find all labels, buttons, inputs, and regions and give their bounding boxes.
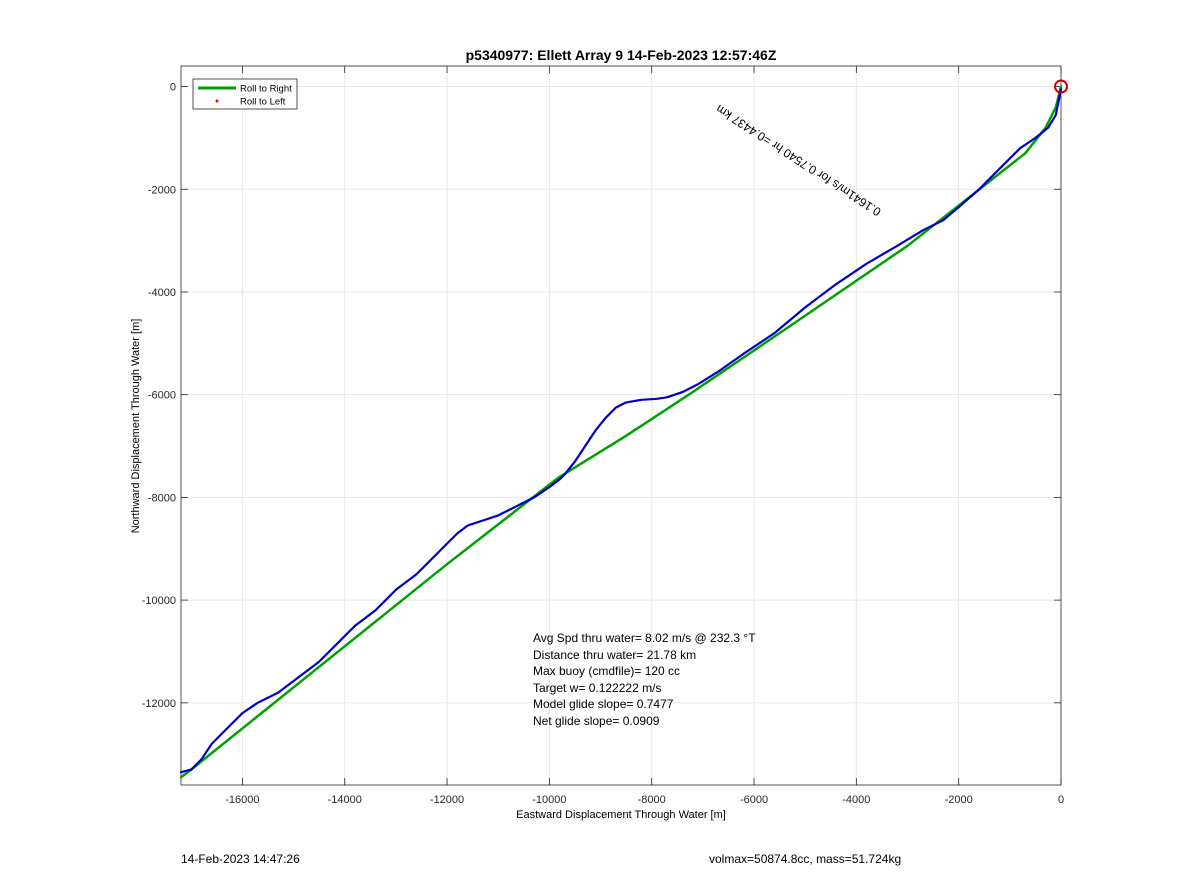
y-tick-label: 0 [170,82,176,94]
y-tick-label: -6000 [148,390,176,402]
stat-model-glide: Model glide slope= 0.7477 [533,697,674,711]
stat-net-glide: Net glide slope= 0.0909 [533,714,660,728]
y-tick-label: -8000 [148,492,176,504]
legend-label-roll-left: Roll to Left [240,97,286,108]
y-tick-label: -4000 [148,287,176,299]
stat-distance: Distance thru water= 21.78 km [533,648,696,662]
x-tick-label: -8000 [638,794,666,806]
series-line-1 [179,87,1063,774]
legend-box [192,78,298,110]
stat-target-w: Target w= 0.122222 m/s [533,681,661,695]
y-tick-label: -10000 [142,595,176,607]
footer-timestamp: 14-Feb-2023 14:47:26 [181,852,300,866]
x-tick-label: -14000 [328,794,362,806]
legend-swatch-roll-left [215,99,219,103]
y-tick-label: -2000 [148,184,176,196]
grid-lines [181,66,1062,785]
x-tick-label: -16000 [225,794,259,806]
x-tick-label: -6000 [740,794,768,806]
x-tick-label: -4000 [842,794,870,806]
footer-volmax: volmax=50874.8cc, mass=51.724kg [709,852,902,866]
stat-max-buoy: Max buoy (cmdfile)= 120 cc [533,664,680,678]
axes: -16000 -14000 -12000 -10000 -8000 -6000 -4000 -… [142,65,1064,806]
stats-block: Avg Spd thru water= 8.02 m/s @ 232.3 °T … [533,631,756,728]
x-tick-label: -10000 [532,794,566,806]
legend: Roll to Right Roll to Left [192,78,298,110]
series-group [179,85,1063,779]
legend-label-roll-right: Roll to Right [240,84,292,95]
x-tick-label: -2000 [945,794,973,806]
y-tick-label: -12000 [142,698,176,710]
y-axis-label: Northward Displacement Through Water [m] [130,319,142,534]
x-tick-label: 0 [1058,794,1064,806]
start-marker [1054,79,1068,94]
chart-title: p5340977: Ellett Array 9 14-Feb-2023 12:… [466,47,777,63]
x-tick-label: -12000 [430,794,464,806]
plot-frame [180,65,1062,786]
stat-avg-speed: Avg Spd thru water= 8.02 m/s @ 232.3 °T [533,631,756,645]
x-axis-label: Eastward Displacement Through Water [m] [516,809,726,821]
